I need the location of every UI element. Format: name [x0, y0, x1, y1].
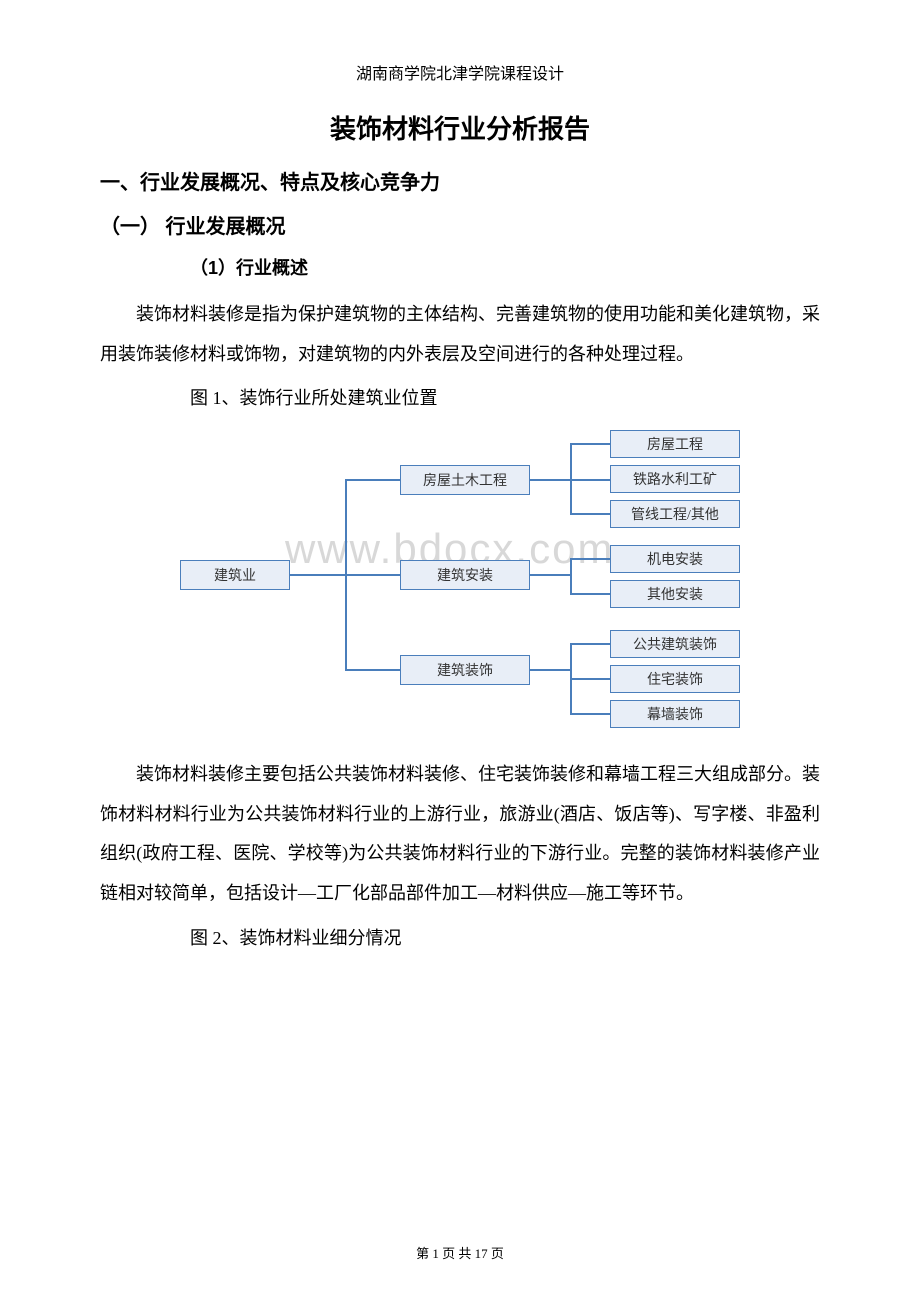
tree-node: 管线工程/其他 [610, 500, 740, 528]
tree-edge [345, 669, 400, 671]
heading-level-3: （1）行业概述 [100, 254, 820, 280]
page-header: 湖南商学院北津学院课程设计 [100, 60, 820, 84]
paragraph-1: 装饰材料装修是指为保护建筑物的主体结构、完善建筑物的使用功能和美化建筑物，采用装… [100, 295, 820, 374]
tree-edge [530, 574, 570, 576]
document-title: 装饰材料行业分析报告 [100, 109, 820, 146]
page-footer: 第 1 页 共 17 页 [0, 1243, 920, 1262]
tree-node: 铁路水利工矿 [610, 465, 740, 493]
tree-edge [345, 479, 400, 481]
tree-edge [570, 479, 610, 481]
heading-level-2: （一） 行业发展概况 [100, 210, 820, 239]
tree-node: 公共建筑装饰 [610, 630, 740, 658]
tree-edge [530, 669, 570, 671]
tree-node: 房屋土木工程 [400, 465, 530, 495]
tree-node: 住宅装饰 [610, 665, 740, 693]
figure-caption-2: 图 2、装饰材料业细分情况 [100, 924, 820, 950]
tree-edge [570, 713, 610, 715]
tree-edge [570, 593, 610, 595]
tree-edge [570, 643, 610, 645]
tree-node: 机电安装 [610, 545, 740, 573]
tree-node-root: 建筑业 [180, 560, 290, 590]
tree-diagram: www.bdocx.com 建筑业 房屋土木工程 建筑安装 建筑装饰 房屋工程 … [170, 425, 750, 735]
tree-edge [530, 479, 570, 481]
tree-edge [290, 574, 345, 576]
figure-caption-1: 图 1、装饰行业所处建筑业位置 [100, 384, 820, 410]
tree-edge [570, 678, 610, 680]
tree-node: 建筑装饰 [400, 655, 530, 685]
tree-node: 房屋工程 [610, 430, 740, 458]
tree-edge [345, 574, 400, 576]
tree-edge [570, 513, 610, 515]
tree-edge [570, 558, 572, 595]
tree-node: 幕墙装饰 [610, 700, 740, 728]
paragraph-2: 装饰材料装修主要包括公共装饰材料装修、住宅装饰装修和幕墙工程三大组成部分。装饰材… [100, 755, 820, 913]
tree-node: 其他安装 [610, 580, 740, 608]
heading-level-1: 一、行业发展概况、特点及核心竞争力 [100, 166, 820, 195]
tree-node: 建筑安装 [400, 560, 530, 590]
tree-edge [570, 443, 610, 445]
tree-edge [570, 558, 610, 560]
